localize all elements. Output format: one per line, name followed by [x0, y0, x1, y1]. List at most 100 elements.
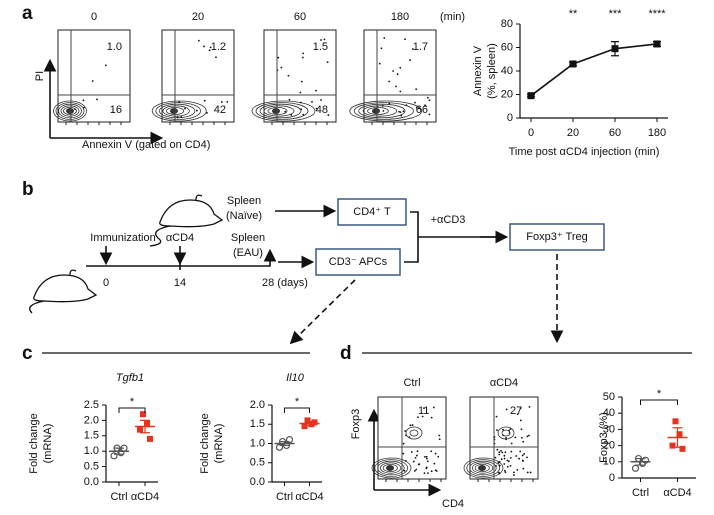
event-dot — [178, 101, 181, 103]
point — [144, 420, 150, 427]
x-tick-label: 0 — [528, 127, 534, 139]
quadrant-value: 1.0 — [107, 41, 122, 53]
contour — [382, 463, 398, 472]
axis-label: CD4 — [442, 498, 464, 510]
contour — [349, 100, 423, 122]
marker — [611, 45, 619, 53]
event-dot — [428, 113, 431, 116]
event-dot — [516, 468, 519, 471]
event-dot — [518, 457, 521, 460]
event-dot — [302, 52, 305, 55]
event-dot — [415, 106, 418, 109]
contour — [463, 457, 504, 479]
axis-label: Foxp3 — [350, 409, 362, 440]
contour — [60, 105, 80, 117]
event-dot — [423, 407, 425, 410]
node-label: Spleen — [231, 232, 265, 244]
event-dot — [197, 39, 200, 42]
node-box — [315, 248, 401, 276]
event-dot — [413, 470, 416, 472]
event-dot — [220, 101, 223, 103]
event-dot — [215, 56, 217, 59]
node-label: (Naïve) — [226, 210, 262, 222]
event-dot — [507, 460, 510, 463]
event-dot — [320, 99, 322, 101]
event-dot — [526, 456, 528, 459]
event-dot — [277, 56, 280, 59]
y-axis-label: Annexin V — [472, 45, 484, 96]
node-label: Spleen — [227, 195, 261, 207]
y-axis-label: Fold change — [28, 413, 40, 474]
event-dot — [503, 469, 506, 472]
event-dot — [430, 450, 433, 453]
event-dot — [382, 110, 385, 112]
y-tick-label: 40 — [501, 65, 513, 77]
event-dot — [288, 98, 291, 101]
event-dot — [405, 104, 408, 107]
node-label: αCD4 — [166, 232, 194, 244]
event-dot — [435, 470, 438, 472]
event-dot — [209, 46, 212, 49]
event-dot — [430, 470, 433, 473]
flow-plot — [57, 29, 131, 123]
x-tick-label: 180 — [648, 127, 666, 139]
quadrant-value: 1.5 — [313, 41, 328, 53]
event-dot — [498, 472, 501, 475]
event-dot — [521, 436, 523, 439]
mouse-icon — [29, 194, 224, 314]
event-dot — [424, 104, 427, 107]
event-dot — [104, 64, 107, 67]
y-tick-label: 30 — [603, 423, 615, 435]
event-dot — [415, 468, 418, 471]
quadrant-value: 48 — [316, 104, 328, 116]
event-dot — [417, 107, 420, 110]
annotation: **** — [648, 8, 666, 20]
contour — [63, 107, 77, 116]
point — [301, 423, 308, 430]
time-label: 180 — [391, 11, 409, 23]
event-dot — [74, 108, 77, 111]
contour — [151, 100, 207, 122]
event-dot — [515, 455, 518, 457]
y-axis-label: Foxp3 (%) — [598, 412, 610, 463]
event-dot — [523, 453, 526, 455]
event-dot — [522, 460, 524, 462]
event-dot — [521, 454, 524, 457]
line — [530, 43, 658, 97]
event-dot — [415, 454, 418, 457]
y-tick-label: 1.0 — [84, 445, 99, 457]
contour-core — [272, 108, 280, 114]
timeline-label: 14 — [174, 277, 186, 289]
event-dot — [495, 415, 498, 418]
y-tick-label: 0 — [609, 472, 615, 484]
event-dot — [432, 406, 435, 409]
point — [147, 435, 153, 442]
group-label: αCD4 — [490, 377, 518, 389]
event-dot — [504, 451, 507, 454]
y-tick-label: 2.0 — [84, 414, 99, 426]
y-tick-label: 60 — [501, 41, 513, 53]
y-tick-label: 20 — [501, 88, 513, 100]
quadrant-value: 16 — [110, 104, 122, 116]
diagram: Spleen (Naïve) CD4⁺ T Immunization αCD4 … — [29, 194, 605, 345]
event-dot — [410, 451, 413, 453]
y-tick-label: 1.5 — [84, 430, 99, 442]
event-dot — [326, 61, 329, 64]
event-dot — [498, 464, 501, 467]
event-dot — [226, 100, 229, 103]
event-dot — [299, 101, 302, 104]
event-dot — [424, 455, 426, 458]
event-dot — [423, 472, 426, 475]
event-dot — [388, 102, 391, 105]
point — [672, 418, 679, 425]
contour — [409, 429, 419, 437]
y-axis-label: (%, spleen) — [486, 43, 498, 99]
chart-title: Tgfb1 — [116, 372, 144, 384]
x-tick-label: αCD4 — [131, 491, 159, 503]
annotation: *** — [609, 8, 623, 20]
x-tick-label: αCD4 — [295, 491, 323, 503]
event-dot — [396, 73, 399, 76]
event-dot — [519, 419, 522, 422]
event-dot — [301, 56, 304, 59]
